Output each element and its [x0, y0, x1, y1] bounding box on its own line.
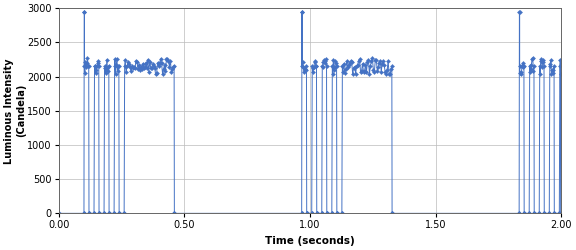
X-axis label: Time (seconds): Time (seconds) — [265, 236, 355, 246]
Y-axis label: Luminous Intensity
(Candela): Luminous Intensity (Candela) — [4, 58, 26, 164]
